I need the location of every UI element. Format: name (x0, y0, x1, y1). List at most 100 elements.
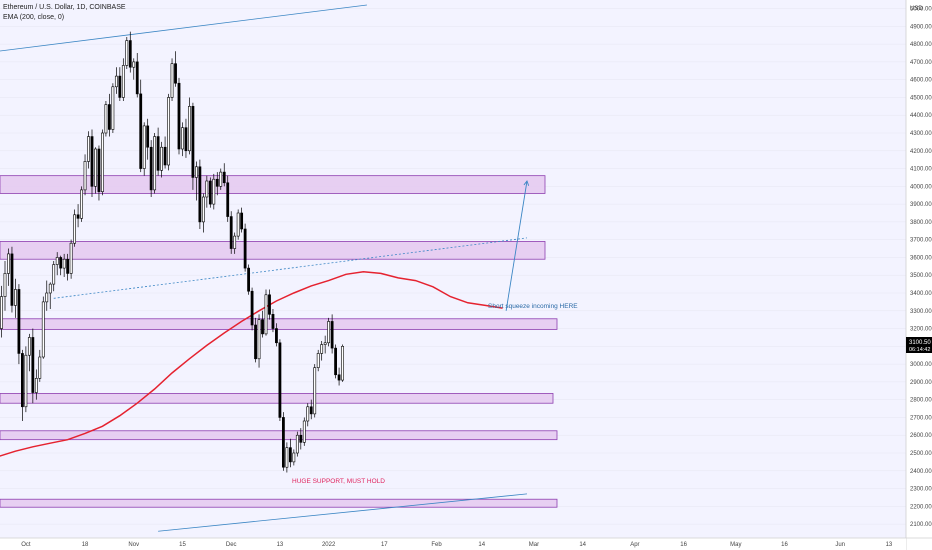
candle (153, 133, 157, 194)
candle (139, 79, 143, 173)
candle (271, 309, 275, 333)
candle-body-up (233, 235, 237, 249)
candle (7, 248, 10, 286)
price-tick-label: 4900.00 (910, 24, 932, 30)
candle-body-up (327, 321, 331, 344)
candle (181, 122, 184, 157)
candle (327, 317, 331, 347)
candle (334, 344, 338, 379)
candle (0, 285, 3, 338)
candle (240, 207, 244, 233)
candle (205, 175, 209, 208)
price-tick-label: 2400.00 (910, 469, 932, 475)
candle (295, 431, 299, 457)
candle (278, 339, 282, 421)
support-resistance-zones (0, 175, 558, 508)
candle (3, 261, 7, 311)
time-tick-label: Apr (630, 542, 639, 548)
candle (201, 193, 205, 233)
candle-body-down (59, 257, 63, 269)
candle (219, 168, 223, 190)
candle (73, 209, 77, 247)
candle (233, 232, 237, 254)
candle (309, 399, 313, 420)
squeeze-annotation: Short squeeze incoming HERE (488, 303, 578, 310)
price-tick-label: 4700.00 (910, 60, 932, 66)
time-tick-label: 13 (277, 542, 284, 548)
candle (45, 280, 49, 311)
candle-body-up (181, 127, 184, 150)
candle (285, 442, 289, 473)
candle-body-down (330, 321, 334, 349)
candle-body-up (0, 296, 3, 329)
candle (320, 341, 324, 361)
candle-body-up (323, 342, 327, 345)
candle (10, 246, 14, 313)
price-tick-label: 4100.00 (910, 167, 932, 173)
candle-body-down (337, 374, 341, 381)
candle-body-down (31, 337, 35, 393)
price-tick-label: 4500.00 (910, 95, 932, 101)
time-tick-label: 13 (886, 542, 893, 548)
countdown-label: 06:14:42 (909, 347, 930, 353)
candle-body-down (149, 146, 153, 191)
candle-body-up (14, 289, 17, 306)
candle (195, 161, 198, 201)
time-ticks: 13 Oct 18 Nov 15 Dec 13 2022 17 Feb 14 Mar 14 Apr 16 Ma… (21, 542, 893, 548)
time-tick-label: Feb (431, 542, 442, 548)
candle-body-down (254, 324, 257, 360)
candle (316, 349, 320, 372)
candle-body-up (104, 104, 108, 134)
candle-body-up (219, 171, 223, 187)
candle (261, 310, 264, 338)
candle-body-up (125, 40, 129, 66)
candle (306, 403, 310, 427)
candle (191, 102, 195, 190)
candle-body-up (87, 136, 90, 162)
candle-body-up (201, 196, 205, 223)
candle (302, 417, 306, 446)
price-axis[interactable]: USD 2100.002200.002300.002400.002500.002… (905, 0, 932, 550)
candle-body-up (34, 378, 38, 393)
price-zone-6 (0, 498, 558, 508)
symbol-title: Ethereum / U.S. Dollar, 1D, COINBASE (3, 4, 126, 11)
candle-body-up (24, 354, 28, 408)
candle-body-up (167, 97, 170, 166)
candle-body-down (163, 146, 167, 166)
candle-body-down (281, 417, 285, 468)
time-tick-label: Jun (835, 542, 845, 548)
candle (254, 317, 257, 363)
price-zone-3 (0, 318, 558, 330)
candle-body-up (170, 63, 174, 98)
candle (212, 173, 216, 210)
candle (146, 118, 150, 160)
candle-body-up (69, 242, 73, 274)
candle-body-down (118, 75, 122, 98)
time-tick-label: Nov (128, 542, 139, 548)
candle (97, 145, 101, 201)
time-axis[interactable]: 13 Oct 18 Nov 15 Dec 13 2022 17 Feb 14 Mar 14 Apr 16 Ma… (0, 537, 932, 550)
price-tick-label: 4800.00 (910, 42, 932, 48)
candle-body-down (10, 253, 14, 306)
time-tick-label: 16 (781, 542, 788, 548)
candle-body-down (226, 182, 230, 217)
price-tick-label: 2800.00 (910, 398, 932, 404)
time-tick-label: 2022 (322, 542, 336, 548)
candle-body-down (250, 290, 254, 326)
candle (163, 136, 167, 169)
candle-body-down (275, 328, 278, 344)
candle-body-down (191, 106, 195, 178)
price-ticks: 2100.00 2200.00 2300.00 2400.00 2500.00 2600.… (910, 7, 932, 529)
chart-legend: Ethereum / U.S. Dollar, 1D, COINBASE EMA… (3, 3, 126, 23)
candles (0, 31, 344, 473)
grid (0, 8, 906, 525)
price-tick-label: 4300.00 (910, 131, 932, 137)
ema-200 (0, 270, 503, 457)
candle-body-down (135, 61, 139, 95)
candle-body-up (62, 258, 66, 269)
candle (222, 163, 226, 187)
candle (236, 209, 240, 240)
candle-body-up (3, 273, 7, 297)
candle-body-down (184, 127, 188, 152)
